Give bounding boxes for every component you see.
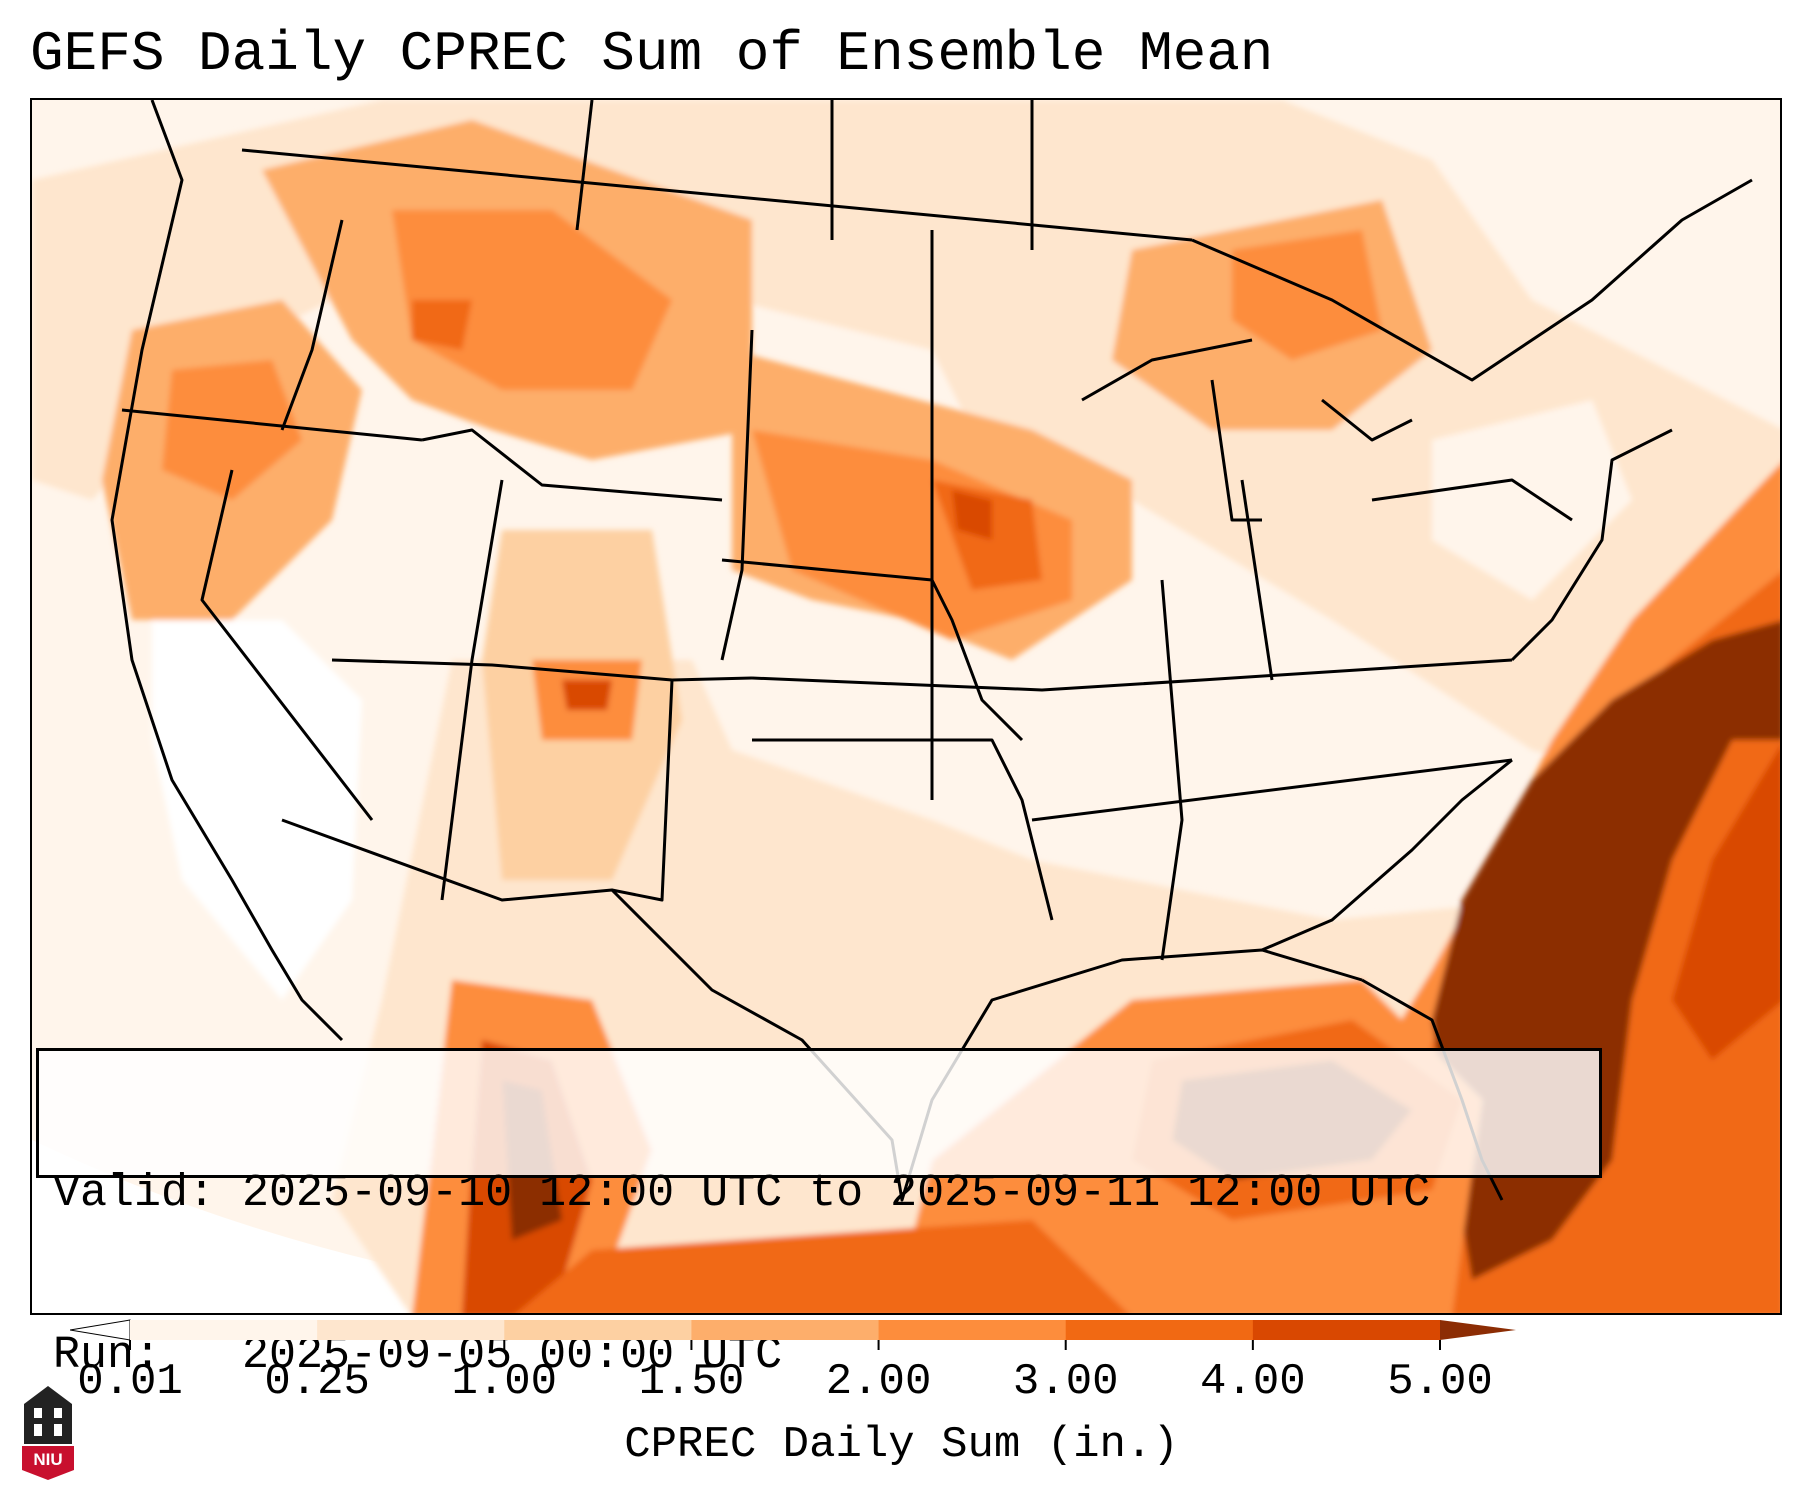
- valid-row: Valid: 2025-09-10 12:00 UTC to 2025-09-1…: [53, 1167, 1585, 1221]
- colorbar-over-extend: [1440, 1320, 1516, 1340]
- colorbar-segment: [1065, 1320, 1254, 1340]
- nevada-border: [200, 469, 374, 821]
- colorbar-segment: [878, 1320, 1067, 1340]
- logo-banner: [22, 1446, 74, 1480]
- texas-north: [752, 738, 1054, 921]
- niu-logo: NIU: [22, 1386, 74, 1480]
- colorbar-tick-label: 5.00: [1387, 1357, 1493, 1407]
- valid-label: Valid:: [53, 1168, 216, 1219]
- east-coast: [1510, 428, 1673, 662]
- four-corners-line: [331, 658, 753, 682]
- valid-value: 2025-09-10 12:00 UTC to 2025-09-11 12:00…: [242, 1168, 1431, 1219]
- colorbar-label: CPREC Daily Sum (in.): [624, 1420, 1179, 1470]
- canada-border-west: [241, 148, 1193, 242]
- lake-huron: [1321, 398, 1413, 442]
- colorbar-ticks: [129, 1340, 1441, 1350]
- west-coast: [110, 100, 344, 1042]
- colorbar-segment: [504, 1320, 692, 1340]
- oklahoma-north: [751, 658, 1513, 692]
- logo-tower-icon: [24, 1386, 72, 1444]
- colorbar-segments: [70, 1319, 1516, 1341]
- lake-michigan: [1210, 379, 1262, 522]
- colorbar-tick-label: 0.01: [77, 1357, 183, 1407]
- colorbar-segment: [691, 1320, 880, 1340]
- colorbar-tick-label: 1.00: [451, 1357, 558, 1407]
- colorbar-tick-label: 3.00: [1012, 1357, 1119, 1407]
- logo-text: NIU: [33, 1450, 62, 1469]
- valid-run-info-box: Valid: 2025-09-10 12:00 UTC to 2025-09-1…: [36, 1048, 1602, 1381]
- colorbar-segment: [317, 1320, 505, 1340]
- colorbar-tick-label: 0.25: [264, 1357, 370, 1407]
- colorbar-segment: [130, 1320, 318, 1340]
- colorbar: [70, 1319, 1516, 1350]
- colorbar-tick-label: 1.50: [638, 1357, 745, 1407]
- off-projection-area: [32, 1140, 720, 1313]
- colorbar-under-extend: [70, 1319, 131, 1341]
- colorbar-segment: [1252, 1320, 1441, 1340]
- colorbar-tick-label: 2.00: [825, 1357, 932, 1407]
- canada-border-east: [1191, 178, 1753, 382]
- chart-title: GEFS Daily CPREC Sum of Ensemble Mean: [30, 22, 1274, 86]
- lake-superior: [1081, 338, 1253, 402]
- colorbar-tick-label: 4.00: [1200, 1357, 1306, 1407]
